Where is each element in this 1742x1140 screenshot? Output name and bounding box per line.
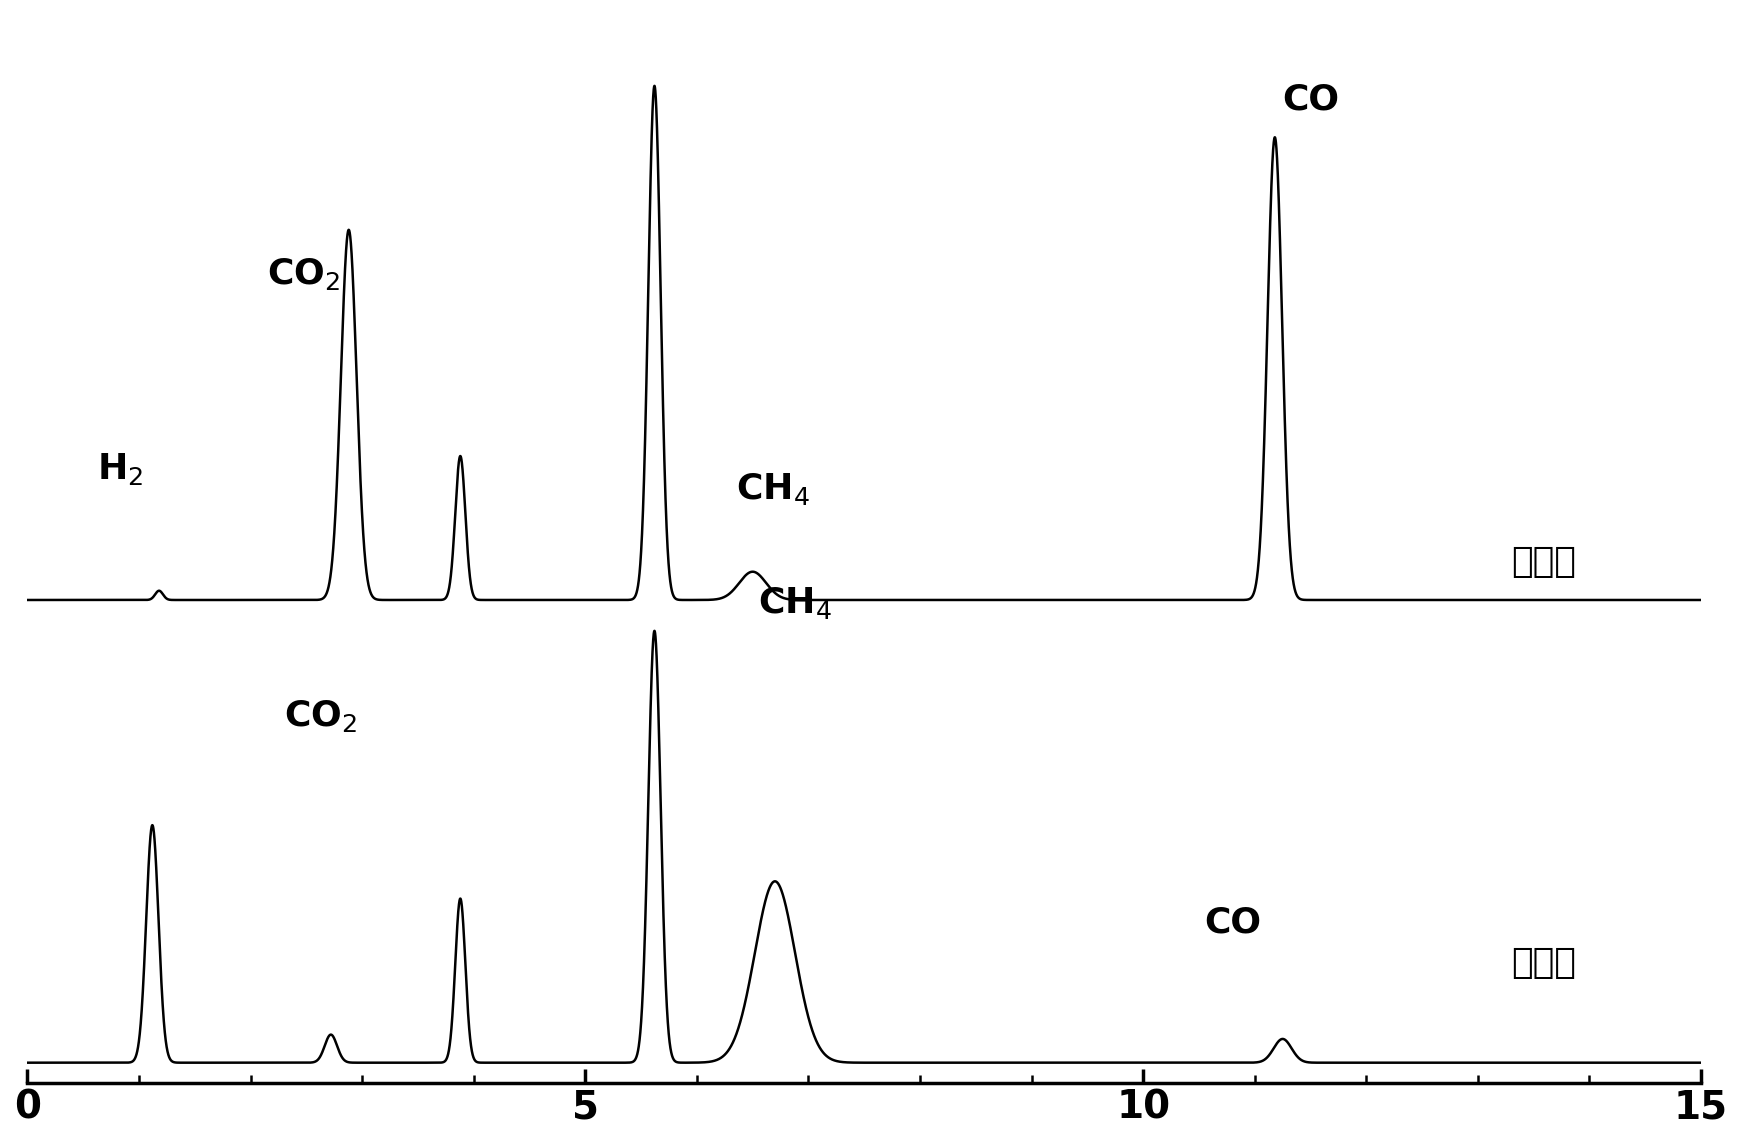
Text: CO: CO: [1282, 83, 1340, 116]
Text: H$_2$: H$_2$: [96, 451, 143, 487]
Text: CO$_2$: CO$_2$: [284, 698, 357, 734]
Text: CH$_4$: CH$_4$: [758, 585, 833, 620]
Text: CO: CO: [1204, 905, 1261, 939]
Text: 产品气: 产品气: [1512, 946, 1577, 980]
Text: CO$_2$: CO$_2$: [267, 255, 340, 292]
Text: CH$_4$: CH$_4$: [735, 472, 810, 507]
Text: 原料气: 原料气: [1512, 545, 1577, 579]
